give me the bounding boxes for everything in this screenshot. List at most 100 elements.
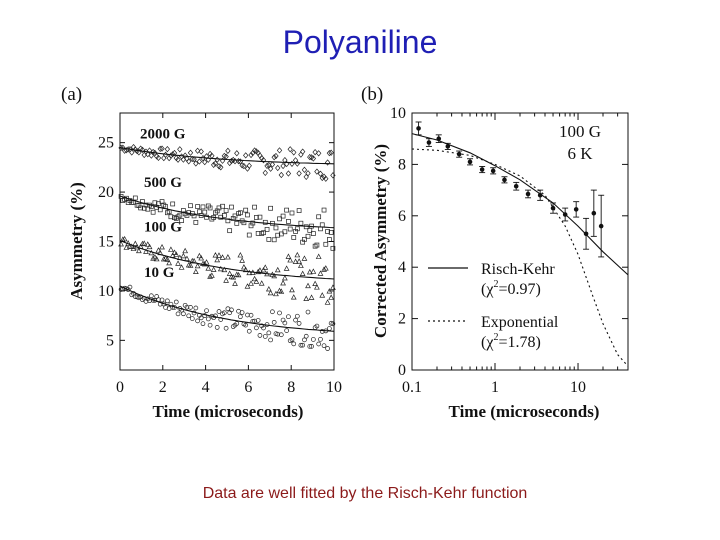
data-point xyxy=(254,215,259,220)
data-point xyxy=(118,144,124,151)
data-point xyxy=(159,243,165,250)
data-point xyxy=(271,272,278,279)
data-point xyxy=(257,267,263,273)
data-point xyxy=(208,272,215,278)
data-point xyxy=(274,266,281,273)
data-point xyxy=(258,280,265,286)
data-point xyxy=(184,304,190,310)
data-point xyxy=(312,280,319,287)
data-point xyxy=(178,153,185,160)
data-point xyxy=(291,235,297,240)
data-point xyxy=(296,208,302,213)
panel-a-series: 2000 G 500 G 100 G 10 G xyxy=(118,127,336,351)
data-point xyxy=(312,149,318,156)
data-point xyxy=(269,161,276,168)
slide-caption: Data are well fitted by the Risch-Kehr f… xyxy=(202,485,528,502)
data-point xyxy=(303,173,309,181)
data-point xyxy=(265,285,272,292)
data-point xyxy=(416,126,421,131)
data-point xyxy=(243,322,249,328)
data-point xyxy=(143,248,149,254)
data-point xyxy=(294,226,300,232)
data-point xyxy=(324,299,331,305)
data-point xyxy=(321,343,327,349)
a-xtick-label: 6 xyxy=(244,379,252,396)
data-point xyxy=(219,254,226,260)
data-point xyxy=(200,204,206,210)
data-point xyxy=(330,245,336,251)
data-point xyxy=(229,204,234,210)
data-point xyxy=(310,337,316,342)
data-point xyxy=(128,243,135,249)
data-point xyxy=(132,240,139,246)
panel-b-xlabel: Time (microseconds) xyxy=(449,402,600,421)
a-xtick-label: 4 xyxy=(202,379,210,396)
data-point xyxy=(328,230,334,235)
data-point xyxy=(173,251,180,257)
data-point xyxy=(314,242,320,248)
data-point xyxy=(179,307,184,313)
data-point xyxy=(298,151,304,158)
data-point xyxy=(121,235,128,242)
data-point xyxy=(525,191,531,197)
data-point xyxy=(267,289,274,296)
data-point xyxy=(254,325,259,331)
data-point xyxy=(180,252,187,259)
a-ytick-label: 10 xyxy=(98,283,114,300)
data-point xyxy=(287,146,293,153)
data-point xyxy=(218,164,224,171)
data-point xyxy=(173,299,179,305)
data-point xyxy=(159,297,165,303)
data-point xyxy=(287,257,294,263)
data-point xyxy=(330,172,336,179)
data-point xyxy=(318,336,323,342)
data-point xyxy=(207,322,213,328)
panel-b-axes: 0.1 1 10 0 2 4 6 8 10 xyxy=(390,105,628,396)
data-point xyxy=(239,310,245,315)
data-point xyxy=(445,144,451,149)
data-point xyxy=(153,255,160,262)
data-point xyxy=(177,212,183,218)
a-ytick-label: 15 xyxy=(98,234,114,251)
data-point xyxy=(221,310,227,316)
data-point xyxy=(188,203,193,209)
data-point xyxy=(301,255,308,261)
data-point xyxy=(302,337,307,343)
data-point xyxy=(194,262,201,269)
data-point xyxy=(305,170,311,177)
data-point xyxy=(207,273,213,279)
data-point xyxy=(436,136,442,141)
data-point xyxy=(136,149,142,156)
data-point xyxy=(187,262,194,268)
data-point xyxy=(273,225,279,231)
data-point xyxy=(146,147,153,154)
data-point xyxy=(246,269,253,276)
b-ytick-label: 8 xyxy=(398,156,406,173)
a-xtick-label: 2 xyxy=(159,379,167,396)
b-xtick-label: 10 xyxy=(570,379,586,396)
data-point xyxy=(198,255,205,261)
data-point xyxy=(264,227,270,232)
data-point xyxy=(191,156,197,163)
data-point xyxy=(212,160,219,167)
data-point xyxy=(212,252,219,258)
data-point xyxy=(326,149,333,157)
data-point xyxy=(319,329,325,334)
data-point xyxy=(317,170,324,177)
data-point xyxy=(260,266,267,273)
data-point xyxy=(264,162,270,170)
data-point xyxy=(140,199,145,204)
data-point xyxy=(296,258,302,264)
data-point xyxy=(181,311,186,317)
data-point xyxy=(217,265,224,272)
b-ytick-label: 6 xyxy=(398,208,406,225)
data-point xyxy=(216,252,222,258)
data-point xyxy=(238,314,243,320)
data-point xyxy=(490,168,496,174)
data-point xyxy=(266,330,272,336)
series-label: 100 G xyxy=(144,220,182,236)
data-point xyxy=(239,162,245,169)
a-ytick-label: 20 xyxy=(98,184,114,201)
data-point xyxy=(261,325,266,331)
